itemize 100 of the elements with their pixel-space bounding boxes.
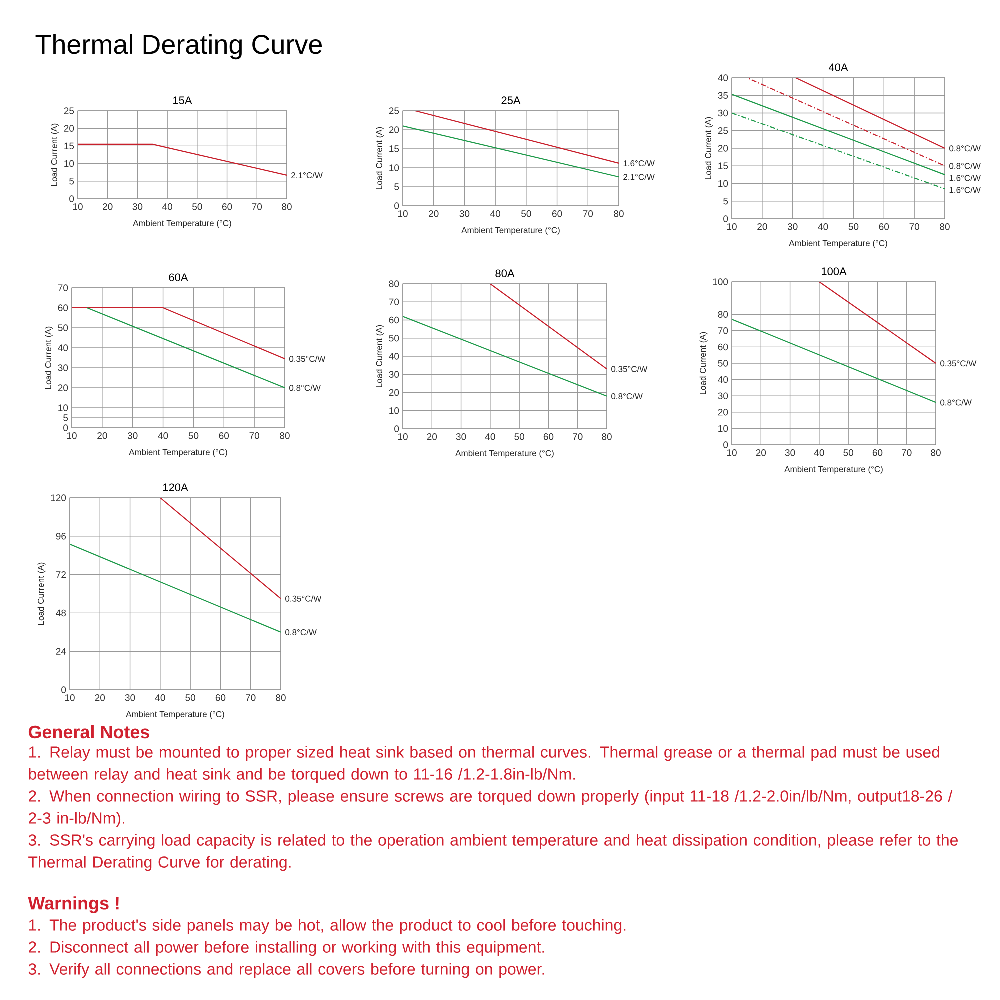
y-tick-label: 20: [58, 384, 68, 392]
x-tick-label: 30: [788, 224, 798, 230]
text: 1. The product's side panels may be hot, allow the product to cool before touching.: [29, 919, 626, 934]
x-tick-label: 20: [98, 432, 108, 440]
series-label: 1.6°C/W: [950, 175, 981, 182]
y-tick-label: 15: [718, 162, 728, 170]
x-tick-label: 20: [95, 694, 106, 702]
series-label: 0.35°C/W: [290, 356, 326, 362]
x-tick-label: 20: [427, 434, 438, 440]
y-axis-title: Load Current (A): [376, 325, 384, 388]
chart-title: 15A: [174, 96, 192, 104]
x-tick-label: 50: [188, 432, 199, 440]
y-tick-label: 10: [390, 408, 400, 414]
chart-title: 100A: [822, 268, 847, 276]
y-tick-label: 5: [70, 178, 74, 185]
y-tick-label: 10: [390, 164, 400, 172]
x-axis-title: Ambient Temperature (°C): [133, 220, 232, 228]
series-label: 0.35°C/W: [612, 366, 648, 372]
series-label: 0.35°C/W: [286, 596, 322, 602]
x-tick-label: 60: [872, 450, 883, 456]
y-tick-label: 60: [389, 316, 400, 324]
series-label: 0.8°C/W: [290, 384, 321, 392]
chart-title: 120A: [163, 484, 188, 492]
y-tick-label: 80: [718, 311, 728, 318]
x-tick-label: 60: [222, 204, 232, 210]
y-tick-label: 50: [718, 360, 728, 367]
x-tick-label: 40: [158, 432, 168, 440]
y-tick-label: 80: [389, 280, 400, 288]
y-tick-label: 70: [718, 328, 728, 334]
series-label: 1.6°C/W: [950, 187, 981, 194]
x-tick-label: 50: [192, 204, 202, 210]
series-label: 0.8°C/W: [612, 393, 643, 400]
series-label: 2.1°C/W: [624, 174, 655, 180]
y-tick-label: 20: [64, 125, 74, 132]
y-tick-label: 0: [394, 426, 400, 432]
chart-title: 25A: [502, 96, 521, 104]
x-tick-label: 60: [544, 434, 554, 440]
x-tick-label: 80: [614, 210, 624, 218]
x-tick-label: 70: [573, 434, 583, 440]
x-axis-title: Ambient Temperature (°C): [462, 227, 560, 236]
y-tick-label: 60: [58, 304, 68, 312]
y-tick-label: 0: [724, 442, 728, 448]
x-axis-title: Ambient Temperature (°C): [456, 450, 554, 458]
y-tick-label: 120: [51, 494, 66, 502]
y-tick-label: 40: [58, 344, 68, 352]
y-tick-label: 10: [64, 160, 74, 168]
chart-title: 40A: [828, 64, 848, 72]
x-tick-label: 60: [552, 210, 562, 218]
x-tick-label: 20: [103, 204, 113, 210]
y-tick-label: 20: [389, 389, 400, 396]
x-tick-label: 20: [429, 210, 439, 218]
y-tick-label: 35: [718, 92, 728, 99]
x-tick-label: 30: [460, 210, 470, 218]
x-tick-label: 40: [818, 224, 828, 230]
y-axis-title: Load Current (A): [45, 326, 54, 389]
series-label: 0.8°C/W: [940, 399, 972, 406]
y-tick-label: 100: [713, 278, 728, 286]
y-tick-label: 50: [389, 335, 400, 342]
y-tick-label: 40: [718, 376, 728, 384]
x-tick-label: 80: [940, 224, 950, 230]
x-tick-label: 40: [162, 204, 172, 210]
y-tick-label: 50: [58, 324, 68, 332]
x-tick-label: 30: [125, 694, 136, 702]
x-tick-label: 70: [902, 450, 912, 456]
x-tick-label: 20: [758, 224, 768, 230]
series-label: 0.8°C/W: [950, 145, 981, 152]
text: 1. Relay must be mounted to proper sized heat sink based on thermal curves. Thermal grease or a thermal pad must be used between relay and heat sink and be torqued down to 11-16 /1.2-1.8in-lb/Nm.: [29, 746, 940, 784]
series-label: 0.35°C/W: [940, 360, 977, 367]
x-axis-title: Ambient Temperature (°C): [129, 449, 228, 458]
x-tick-label: 20: [756, 450, 766, 456]
x-tick-label: 40: [814, 450, 824, 456]
y-tick-label: 70: [389, 298, 400, 306]
y-tick-label: 72: [56, 571, 66, 578]
y-tick-label: 10: [718, 180, 728, 188]
text: Thermal Derating Curve: [36, 34, 322, 60]
x-tick-label: 50: [844, 450, 854, 456]
y-tick-label: 5: [64, 414, 68, 422]
y-tick-label: 30: [389, 371, 400, 378]
y-tick-label: 25: [64, 108, 74, 114]
text: General Notes: [28, 725, 150, 739]
text: 3. SSR's carrying load capacity is related to the operation ambient temperature and heat dissipation condition, please refer to the Thermal Derating Curve for derating.: [28, 834, 958, 872]
y-tick-label: 40: [718, 74, 728, 82]
y-tick-label: 0: [70, 196, 74, 202]
x-tick-label: 70: [250, 432, 260, 440]
y-tick-label: 20: [718, 145, 728, 152]
y-tick-label: 96: [56, 533, 66, 540]
x-tick-label: 70: [246, 694, 256, 702]
x-tick-label: 30: [132, 204, 143, 210]
y-axis-title: Load Current (A): [376, 127, 384, 190]
y-tick-label: 5: [394, 184, 400, 190]
x-tick-label: 60: [879, 224, 890, 230]
series-label: 2.1°C/W: [292, 172, 323, 179]
x-axis-title: Ambient Temperature (°C): [126, 711, 224, 720]
x-tick-label: 40: [155, 694, 166, 702]
y-axis-title: Load Current (A): [700, 332, 708, 394]
x-tick-label: 80: [276, 694, 286, 702]
y-tick-label: 30: [718, 392, 728, 400]
x-tick-label: 80: [931, 450, 941, 456]
x-tick-label: 80: [280, 432, 290, 440]
y-tick-label: 30: [718, 110, 728, 117]
